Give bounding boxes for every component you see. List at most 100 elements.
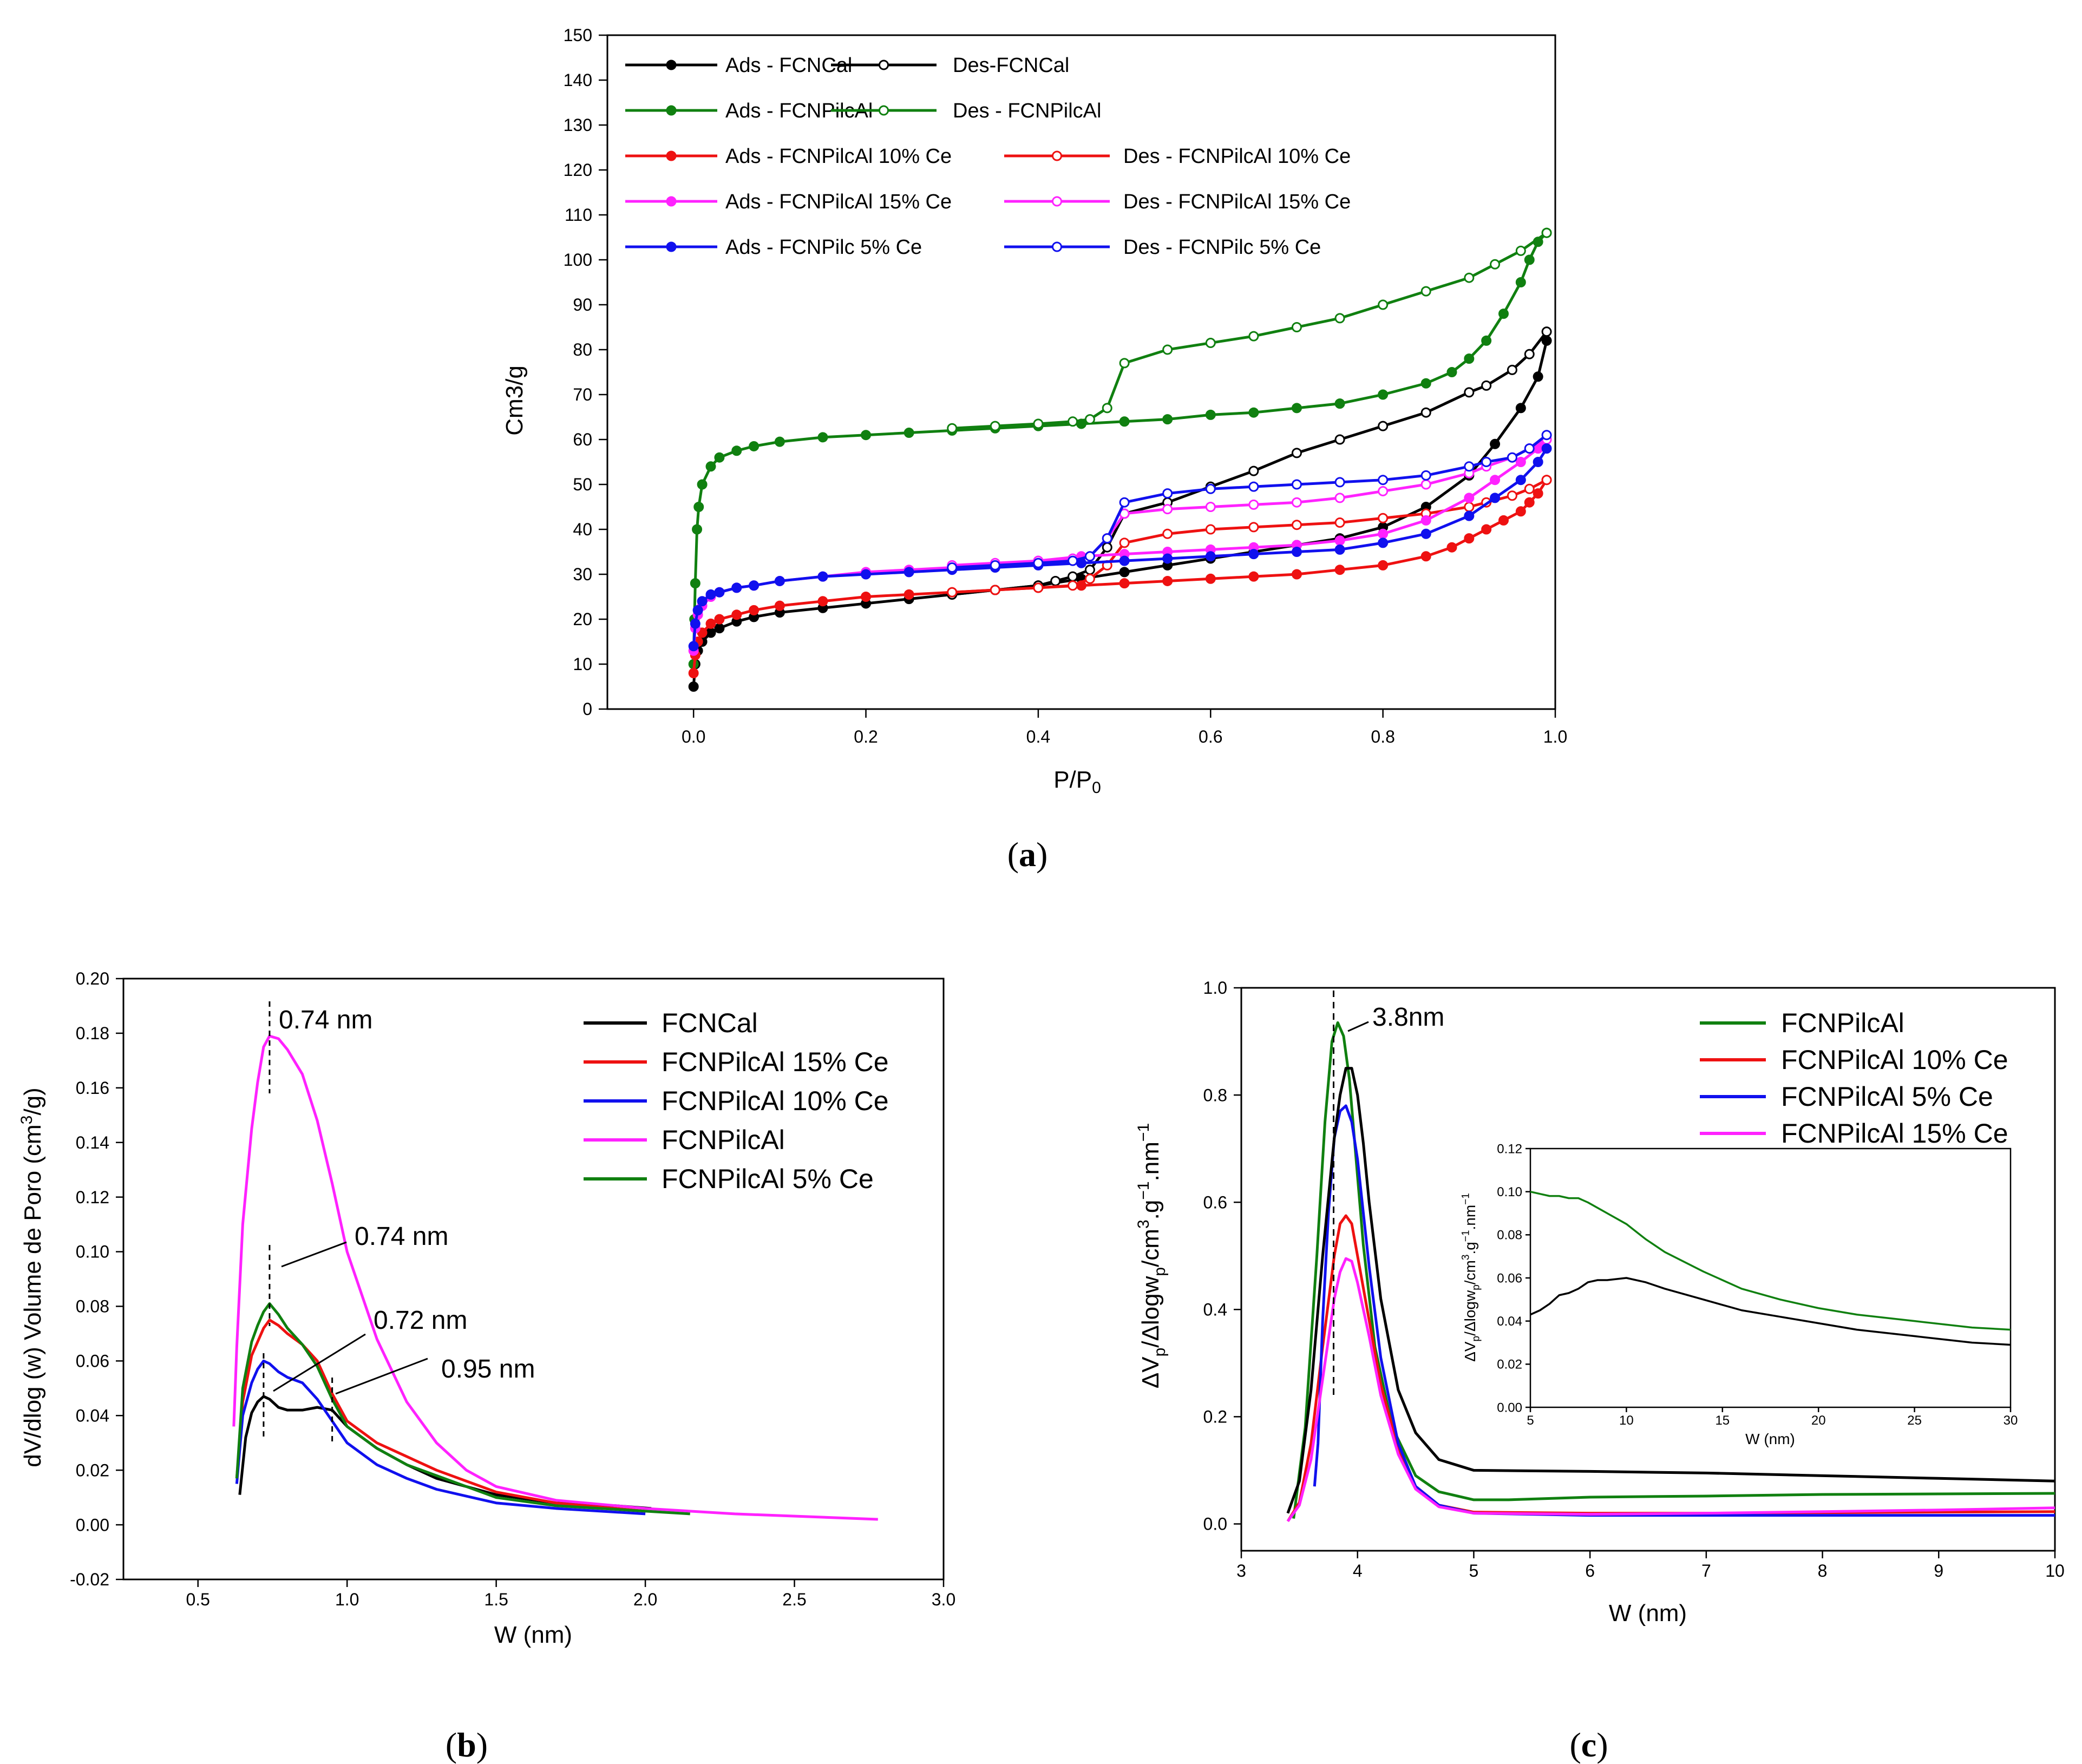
chart-a-data-point — [947, 423, 958, 434]
chart-a-data-point — [817, 571, 828, 582]
chart-a-data-point — [1378, 299, 1389, 310]
chart-a-ytick-label: 80 — [573, 340, 592, 359]
chart-a-data-point — [1420, 378, 1431, 389]
axis-label-part: 3 — [1461, 1255, 1472, 1261]
chart-a-data-point — [1119, 497, 1130, 508]
chart-a-data-point — [1420, 407, 1431, 418]
chart-a-data-point — [947, 562, 958, 573]
chart-a-ytick-label: 20 — [573, 609, 592, 629]
chart-a-data-point — [1205, 483, 1216, 494]
axis-label-part: ΔV — [1462, 1341, 1478, 1362]
chart-b-legend-label: FCNPilcAl — [662, 1125, 785, 1155]
chart-b-series-line-2 — [235, 1359, 646, 1516]
inset-frame — [1529, 1147, 2012, 1408]
chart-b-ytick-label: 0.12 — [76, 1188, 109, 1207]
chart-a-data-point — [705, 461, 716, 472]
axis-label-part: /cm — [1462, 1260, 1478, 1284]
chart-a-data-point — [1498, 309, 1509, 319]
chart-b-ytick-label: 0.00 — [76, 1515, 109, 1535]
chart-c-series-line-4 — [1286, 1067, 2055, 1514]
chart-a-legend-label: Des-FCNCal — [953, 54, 1069, 77]
chart-a-data-point — [1205, 524, 1216, 535]
chart-c-xtick-label: 7 — [1701, 1561, 1711, 1581]
chart-a-data-point — [1119, 416, 1130, 427]
inset-xtick-label: 25 — [1907, 1413, 1922, 1428]
chart-a-data-point — [1033, 558, 1044, 568]
chart-b-legend-label: FCNPilcAl 15% Ce — [662, 1047, 889, 1077]
chart-a-data-point — [731, 445, 742, 456]
inset-series-line-1 — [1530, 1277, 2011, 1346]
chart-a-data-point — [1420, 479, 1431, 490]
chart-b-legend-label: FCNPilcAl 10% Ce — [662, 1086, 889, 1116]
chart-a-data-point — [1464, 493, 1475, 503]
chart-a-data-point — [714, 623, 725, 634]
chart-a-data-point — [1205, 573, 1216, 584]
chart-a-data-point — [1446, 367, 1457, 377]
chart-a-data-point — [1119, 555, 1130, 566]
axis-label-part: −1 — [1461, 1230, 1472, 1242]
chart-a-legend-label: Ads - FCNPilc 5% Ce — [725, 236, 922, 259]
chart-a-data-point — [1464, 353, 1475, 364]
chart-c-legend-label: FCNPilcAl 15% Ce — [1781, 1118, 2008, 1149]
chart-a-data-point — [1490, 438, 1501, 449]
chart-a-data-point — [1481, 457, 1492, 467]
chart-b-annotation-leader — [273, 1333, 366, 1392]
chart-a-data-point — [1334, 434, 1345, 445]
chart-a-data-point — [1498, 515, 1509, 526]
chart-a-data-point — [1481, 524, 1492, 535]
chart-b-xtick-label: 2.0 — [633, 1590, 657, 1609]
chart-a-series-line-2 — [692, 232, 1548, 665]
chart-a-data-point — [1068, 555, 1078, 566]
chart-c-inset: 5 10 15 20 25 30 0.00 0.02 0.04 0.06 0.08 0.10 0.12… — [1461, 1142, 2018, 1447]
inset-ylabel: ΔVp/Δlogwp/cm3.g−1.nm−1 — [1461, 1193, 1482, 1362]
chart-a-data-point — [1464, 533, 1475, 544]
chart-a-data-point — [1420, 528, 1431, 539]
chart-b-ytick-label: 0.10 — [76, 1242, 109, 1262]
chart-a-data-point — [1515, 245, 1526, 256]
chart-c-xtick-label: 9 — [1934, 1561, 1943, 1581]
inset-xtick-label: 30 — [2004, 1413, 2018, 1428]
chart-a-data-point — [690, 578, 700, 589]
chart-a-ytick-label: 90 — [573, 295, 592, 314]
chart-b-annotation: 0.95 nm — [441, 1355, 535, 1383]
chart-b-ytick-label: 0.08 — [76, 1297, 109, 1316]
chart-a-legend-label: Des - FCNPilcAl 10% Ce — [1123, 145, 1351, 168]
chart-a-ytick-label: 110 — [565, 205, 592, 225]
axis-label-part: p — [1471, 1284, 1482, 1290]
chart-a-data-point — [1490, 475, 1501, 486]
chart-a-data-point — [1524, 483, 1535, 494]
chart-b-series-line-4 — [235, 1302, 690, 1516]
chart-a-data-point — [1102, 533, 1112, 544]
inset-ytick-label: 0.12 — [1497, 1142, 1522, 1156]
chart-a-data-point — [731, 609, 742, 620]
chart-a-legend-swatch-marker — [879, 105, 889, 116]
chart-a-data-point — [947, 587, 958, 598]
chart-a-data-point — [1162, 504, 1173, 515]
chart-a-data-point — [1420, 515, 1431, 526]
chart-a-data-point — [749, 605, 760, 615]
chart-a-xtick-label: 0.0 — [682, 727, 705, 746]
chart-a-data-point — [1334, 535, 1345, 546]
chart-b-annotation: 0.74 nm — [279, 1006, 372, 1034]
chart-a-data-point — [1248, 549, 1259, 560]
chart-a-ytick-label: 70 — [573, 385, 592, 404]
chart-b-frame — [122, 978, 945, 1581]
chart-a-data-point — [1248, 407, 1259, 418]
chart-a-data-point — [1464, 502, 1475, 512]
chart-a-data-point — [1248, 481, 1259, 492]
chart-c-xtick-label: 10 — [2045, 1561, 2065, 1581]
chart-a-data-point — [1291, 569, 1302, 580]
chart-b-annotation-leader — [335, 1358, 428, 1395]
chart-a-ytick-label: 60 — [573, 430, 592, 449]
chart-c-ytick-label: 0.8 — [1203, 1085, 1227, 1105]
chart-a-data-point — [1481, 380, 1492, 391]
chart-c-ylabel: ΔVp/Δlogwp/cm3.g−1.nm−1 — [1135, 1123, 1169, 1388]
chart-a-data-point — [1533, 457, 1543, 467]
chart-a-data-point — [1068, 571, 1078, 582]
chart-a-data-point — [1084, 573, 1095, 584]
chart-a-data-point — [692, 605, 703, 615]
chart-a-data-point — [1162, 575, 1173, 586]
chart-a-legend-label: Ads - FCNPilcAl 10% Ce — [725, 145, 952, 168]
chart-b-series-line-1 — [235, 1319, 646, 1513]
chart-a-data-point — [1378, 537, 1389, 548]
